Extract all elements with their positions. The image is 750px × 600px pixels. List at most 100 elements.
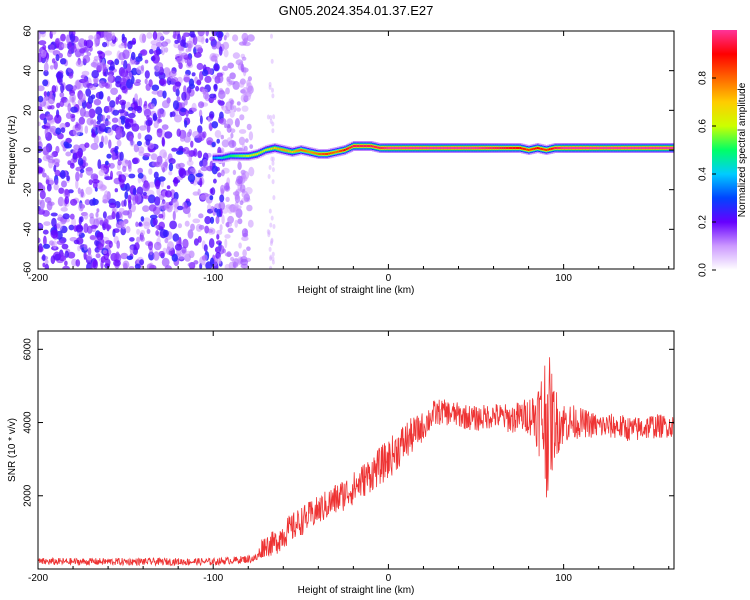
heatmap-cell [528, 149, 531, 151]
heatmap-cell [119, 115, 126, 121]
heatmap-cell [273, 147, 277, 149]
heatmap-cell [89, 199, 95, 206]
heatmap-cell [181, 91, 187, 101]
heatmap-cell [211, 141, 216, 148]
heatmap-cell [452, 147, 455, 149]
heatmap-cell [187, 173, 196, 183]
heatmap-cell [139, 50, 146, 55]
heatmap-cell [192, 218, 201, 224]
heatmap-cell [209, 36, 216, 42]
heatmap-cell [182, 205, 191, 215]
heatmap-cell [83, 46, 90, 53]
heatmap-cell [83, 111, 91, 118]
heatmap-cell [447, 147, 450, 149]
heatmap-cell [272, 195, 276, 201]
heatmap-cell [202, 158, 208, 169]
heatmap-cell [127, 112, 136, 119]
heatmap-cell [91, 129, 96, 137]
heatmap-cell [84, 199, 91, 206]
heatmap-cell [190, 223, 195, 231]
heatmap-cell [171, 253, 178, 262]
colorbar-ticks: 0.0 0.2 0.4 0.6 0.8 [698, 71, 716, 277]
heatmap-cell [39, 190, 46, 200]
colorbar-tick-label: 0.2 [698, 215, 709, 229]
heatmap-cell [417, 147, 420, 149]
heatmap-cell [69, 93, 76, 103]
heatmap-cell [245, 154, 249, 157]
heatmap-cell [105, 160, 109, 166]
heatmap-cell [354, 145, 357, 147]
heatmap-cell [624, 147, 627, 149]
heatmap-cell [238, 154, 242, 157]
heatmap-cell [235, 205, 242, 210]
heatmap-cell [412, 147, 415, 149]
heatmap-cell [153, 64, 161, 73]
heatmap-cell [61, 180, 67, 188]
heatmap-cell [38, 135, 41, 141]
heatmap-cell [163, 152, 168, 159]
heatmap-cell [85, 186, 93, 195]
heatmap-cell [333, 151, 336, 154]
heatmap-cell [197, 235, 202, 243]
heatmap-cell [128, 173, 136, 179]
heatmap-cell [577, 147, 580, 149]
heatmap-cell [43, 91, 48, 97]
heatmap-cell [102, 62, 107, 73]
heatmap-cell [166, 185, 171, 190]
heatmap-cell [514, 147, 517, 149]
heatmap-cell [199, 194, 207, 201]
heatmap-cell [52, 240, 57, 249]
heatmap-cell [48, 160, 53, 169]
heatmap-cell [190, 140, 194, 148]
heatmap-cell [240, 258, 249, 266]
heatmap-cell [391, 147, 394, 149]
heatmap-cell [157, 118, 163, 123]
heatmap-cell [69, 162, 75, 169]
heatmap-cell [650, 147, 653, 149]
heatmap-cell [154, 196, 161, 206]
heatmap-cell [211, 165, 218, 175]
heatmap-cell [75, 259, 81, 267]
heatmap-cell [72, 85, 77, 91]
heatmap-cell [270, 156, 274, 162]
heatmap-cell [158, 250, 165, 257]
heatmap-cell [249, 154, 252, 157]
heatmap-cell [161, 257, 170, 267]
heatmap-cell [47, 94, 56, 105]
heatmap-cell [223, 35, 227, 41]
heatmap-cell [187, 110, 194, 115]
heatmap-cell [114, 146, 119, 150]
heatmap-cell [271, 121, 275, 127]
heatmap-cell [89, 85, 97, 91]
heatmap-cell [129, 237, 135, 242]
heatmap-cell [102, 249, 108, 255]
heatmap-cell [242, 154, 245, 157]
heatmap-cell [118, 44, 126, 49]
heatmap-cell [151, 54, 160, 64]
heatmap-cell [68, 224, 75, 231]
heatmap-cell [664, 147, 667, 149]
heatmap-cell [271, 251, 275, 257]
heatmap-cell [38, 167, 43, 174]
heatmap-cell [209, 113, 214, 119]
heatmap-cell [51, 217, 57, 228]
heatmap-cell [209, 93, 217, 99]
heatmap-cell [307, 150, 310, 153]
heatmap-cell [83, 244, 88, 251]
heatmap-cell [185, 109, 189, 118]
heatmap-cell [69, 213, 75, 220]
heatmap-cell [103, 120, 111, 126]
heatmap-cell [470, 147, 473, 149]
heatmap-cell [270, 215, 274, 221]
heatmap-cell [445, 147, 448, 149]
heatmap-cell [216, 208, 221, 218]
heatmap-cell [127, 209, 132, 219]
heatmap-cell [164, 265, 172, 269]
heatmap-cell [556, 147, 559, 149]
heatmap-cell [669, 147, 673, 149]
heatmap-cell [373, 145, 376, 148]
heatmap-cell [168, 70, 177, 78]
heatmap-cell [230, 154, 233, 157]
heatmap-cell [132, 157, 140, 164]
heatmap-cell [157, 203, 162, 214]
